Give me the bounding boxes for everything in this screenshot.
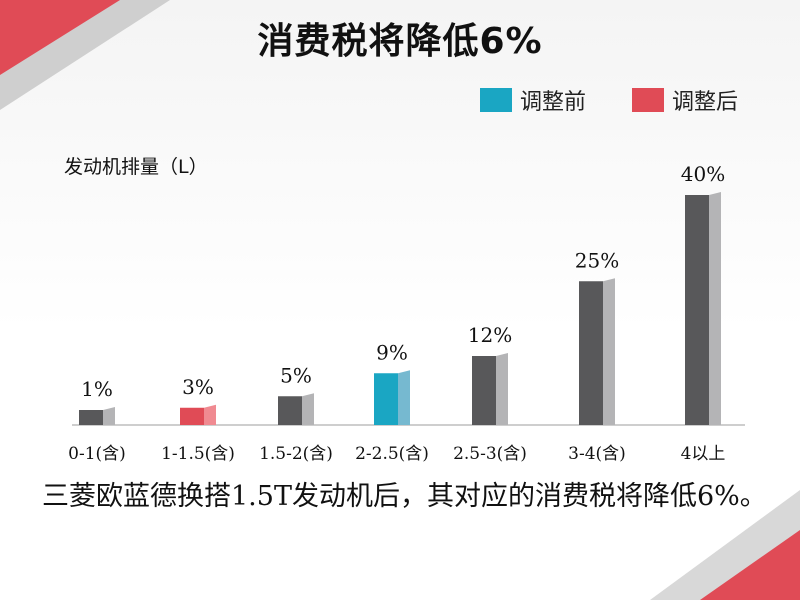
category-label-4: 2.5-3(含) [453, 444, 527, 464]
category-label-6: 4以上 [681, 444, 726, 464]
bar-front-2 [278, 396, 302, 425]
caption-text: 三菱欧蓝德换搭1.5T发动机后，其对应的消费税将降低6%。 [42, 481, 767, 512]
bar-front-1 [180, 407, 204, 425]
value-label-6: 40% [681, 162, 725, 186]
value-label-1: 3% [182, 375, 214, 399]
legend-swatch-before [480, 88, 512, 112]
axis-title: 发动机排量（L） [64, 156, 208, 178]
bar-chart: 1% 0-1(含) 3% 1-1.5(含) 5% 1.5-2(含) 9% 2-2.5(含) 12… [68, 162, 745, 464]
bar-side-3 [398, 370, 410, 425]
category-label-0: 0-1(含) [68, 444, 126, 464]
value-label-0: 1% [81, 377, 113, 401]
bar-side-1 [204, 404, 216, 425]
bar-front-3 [374, 373, 398, 425]
bar-0 [79, 407, 115, 425]
bar-3 [374, 370, 410, 425]
page-title: 消费税将降低6% [257, 21, 543, 62]
bar-side-0 [103, 407, 115, 425]
legend-item-after: 调整后 [632, 86, 739, 115]
bar-4 [472, 353, 508, 425]
legend-item-before: 调整前 [480, 86, 587, 115]
value-label-2: 5% [280, 363, 312, 387]
bottom-right-red-triangle [700, 530, 800, 600]
bar-6 [685, 192, 721, 425]
bar-side-6 [709, 192, 721, 425]
bar-side-5 [603, 278, 615, 425]
bar-2 [278, 393, 314, 425]
bar-side-4 [496, 353, 508, 425]
legend-label-after: 调整后 [672, 90, 739, 115]
bar-1 [180, 404, 216, 425]
value-label-5: 25% [575, 248, 619, 272]
category-label-2: 1.5-2(含) [259, 444, 333, 464]
bar-5 [579, 278, 615, 425]
value-label-4: 12% [468, 323, 512, 347]
category-label-3: 2-2.5(含) [355, 444, 429, 464]
bar-side-2 [302, 393, 314, 425]
category-label-1: 1-1.5(含) [161, 444, 235, 464]
bar-front-6 [685, 195, 709, 425]
bar-front-0 [79, 410, 103, 425]
legend-swatch-after [632, 88, 664, 112]
value-label-3: 9% [376, 340, 408, 364]
bar-front-4 [472, 356, 496, 425]
top-left-red-triangle [0, 0, 120, 75]
bar-front-5 [579, 281, 603, 425]
category-label-5: 3-4(含) [568, 444, 626, 464]
legend-label-before: 调整前 [520, 90, 587, 115]
